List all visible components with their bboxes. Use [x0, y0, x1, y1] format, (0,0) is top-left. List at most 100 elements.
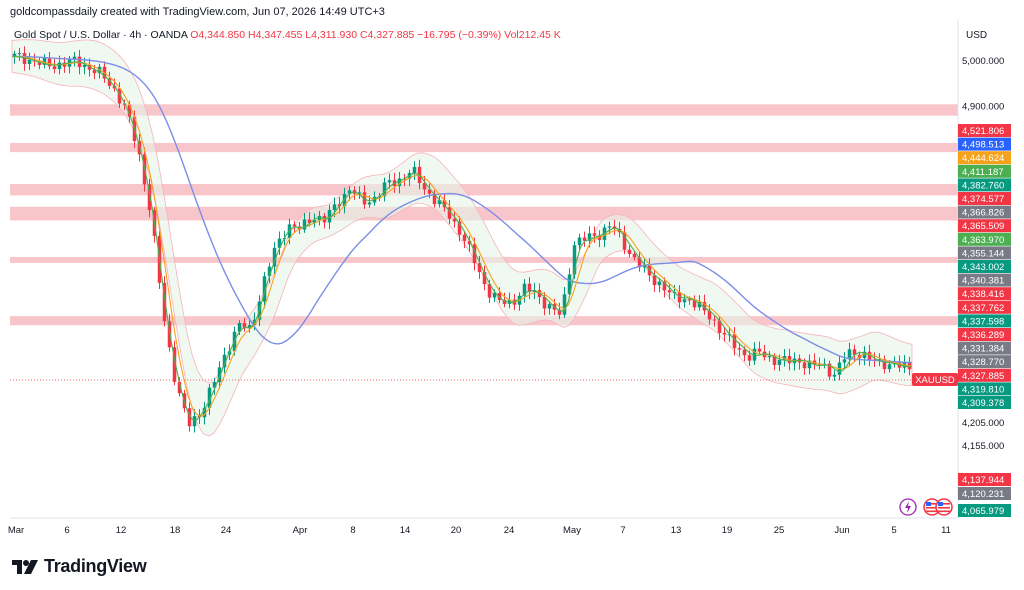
lightning-icon[interactable] [899, 498, 917, 516]
candle [627, 245, 632, 258]
candle [692, 295, 697, 311]
candle [732, 327, 737, 356]
chart-legend: Gold Spot / U.S. Dollar · 4h · OANDA O4,… [14, 29, 561, 41]
candle [682, 294, 687, 308]
zone-3 [10, 206, 958, 221]
candle [22, 46, 27, 71]
tradingview-brand[interactable]: TradingView [12, 556, 147, 577]
price-level-tag: 4,355.144 [958, 246, 1011, 260]
candle [547, 301, 552, 315]
candle [242, 317, 247, 332]
price-level-label: 4,337.598 [962, 316, 1004, 327]
candle [712, 315, 717, 327]
price-level-tag: 4,363.970 [958, 232, 1011, 246]
legend-open: O4,344.850 [190, 29, 246, 41]
x-tick-label-4: 24 [221, 525, 232, 536]
legend-symbol[interactable]: Gold Spot / U.S. Dollar · 4h · OANDA [14, 29, 188, 41]
price-level-tag: 4,327.885 [958, 368, 1011, 382]
candle [397, 171, 402, 194]
legend-low: L4,311.930 [305, 29, 358, 41]
price-level-tag: 4,337.598 [958, 314, 1011, 328]
x-tick-label-7: 14 [400, 525, 411, 536]
tradingview-logo-icon [12, 559, 38, 574]
candle [27, 52, 32, 71]
x-tick-label-14: 25 [774, 525, 785, 536]
moving-average-blue [11, 55, 913, 364]
candle [657, 277, 662, 293]
price-level-label: 4,374.577 [962, 194, 1004, 205]
candle [222, 347, 227, 374]
x-tick-label-8: 20 [451, 525, 462, 536]
candle [862, 346, 867, 366]
candle [582, 231, 587, 247]
candle [437, 195, 442, 208]
price-level-label: 4,328.770 [962, 357, 1004, 368]
candle [462, 232, 467, 249]
y-tick-label-2: 4,205.000 [962, 418, 1004, 429]
x-tick-label-5: Apr [293, 525, 308, 536]
candle [612, 219, 617, 236]
chart-credit: goldcompassdaily created with TradingVie… [10, 6, 385, 18]
price-level-label: 4,336.289 [962, 330, 1004, 341]
legend-volume: Vol212.45 K [504, 29, 561, 41]
price-level-tag: 4,065.979 [958, 504, 1011, 517]
candle [357, 186, 362, 200]
price-level-tag: 4,340.381 [958, 273, 1011, 287]
price-level-label: 4,382.760 [962, 180, 1004, 191]
y-tick-label-0: 5,000.000 [962, 56, 1004, 67]
x-tick-label-11: 7 [620, 525, 625, 536]
price-level-label: 4,309.378 [962, 398, 1004, 409]
price-level-label: 4,338.416 [962, 289, 1004, 300]
price-level-tag: 4,319.810 [958, 382, 1011, 396]
candle [117, 82, 122, 108]
legend-change: −16.795 (−0.39%) [417, 29, 502, 41]
candle [722, 327, 727, 342]
x-tick-label-2: 12 [116, 525, 127, 536]
price-level-label: 4,521.806 [962, 126, 1004, 137]
legend-high: H4,347.455 [248, 29, 303, 41]
candle [422, 175, 427, 195]
price-level-label: 4,327.885 [962, 371, 1004, 382]
price-level-tag: 4,365.509 [958, 219, 1011, 233]
candle [477, 255, 482, 279]
candle [782, 349, 787, 367]
candle [482, 265, 487, 291]
price-level-tag: 4,374.577 [958, 192, 1011, 205]
price-level-tag: 4,521.806 [958, 124, 1011, 137]
x-tick-label-12: 13 [671, 525, 682, 536]
candle [302, 212, 307, 233]
price-level-tag: 4,343.002 [958, 260, 1011, 273]
us-flag-icon-2[interactable] [935, 498, 953, 516]
price-level-label: 4,366.826 [962, 208, 1004, 219]
price-level-label: 4,340.381 [962, 276, 1004, 287]
x-tick-label-3: 18 [170, 525, 181, 536]
price-level-tag: 4,328.770 [958, 355, 1011, 369]
candle [277, 231, 282, 255]
candle [387, 173, 392, 189]
candle [637, 251, 642, 272]
price-level-label: 4,137.944 [962, 475, 1004, 486]
y-tick-label-1: 4,900.000 [962, 102, 1004, 113]
moving-average-green [11, 55, 913, 422]
candle [432, 190, 437, 208]
price-level-label: 4,065.979 [962, 506, 1004, 517]
price-level-tag: 4,120.231 [958, 487, 1011, 500]
price-level-label: 4,319.810 [962, 384, 1004, 395]
candle [172, 340, 177, 386]
candle [87, 58, 92, 77]
x-tick-label-6: 8 [350, 525, 355, 536]
candle [807, 354, 812, 375]
candle [702, 294, 707, 315]
candle [832, 369, 837, 381]
currency-label[interactable]: USD [966, 30, 988, 41]
price-level-tag: 4,337.762 [958, 300, 1011, 314]
candle [652, 269, 657, 292]
candle [267, 262, 272, 284]
candle [452, 212, 457, 228]
price-level-label: 4,355.144 [962, 248, 1004, 259]
candle [417, 159, 422, 190]
legend-close: C4,327.885 [359, 29, 415, 41]
candle [497, 287, 502, 304]
zone-1 [10, 143, 958, 153]
